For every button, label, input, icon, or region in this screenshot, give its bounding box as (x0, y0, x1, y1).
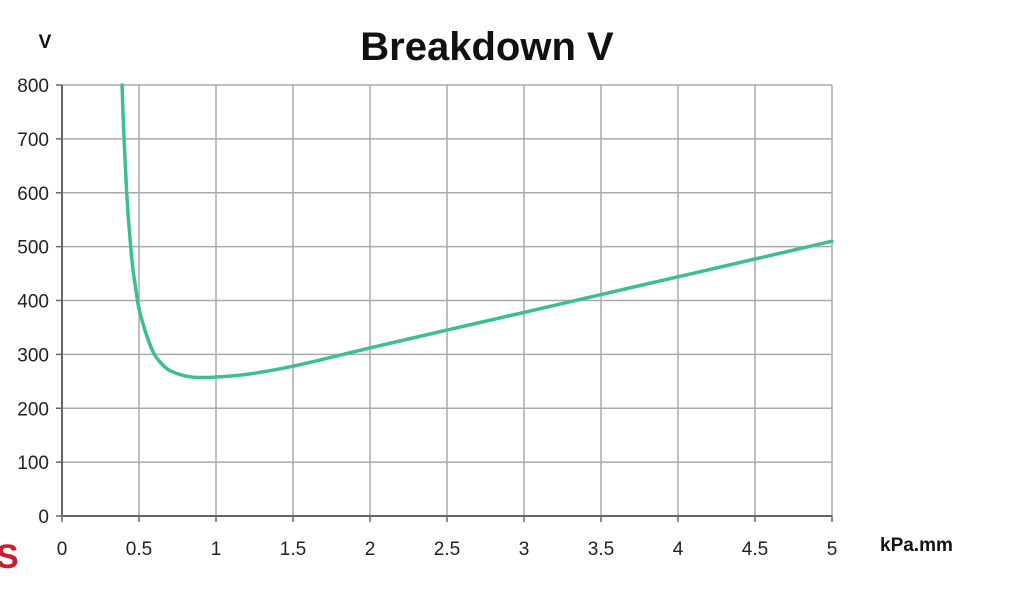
axes (56, 84, 833, 522)
y-tick-label: 700 (17, 130, 49, 151)
x-tick-label: 2.5 (434, 539, 460, 560)
y-tick-labels: 0 100 200 300 400 500 600 700 800 (17, 76, 49, 528)
x-tick-label: 1 (211, 539, 222, 560)
x-tick-label: 0.5 (126, 539, 152, 560)
y-tick-label: 200 (17, 399, 49, 420)
series-layer (120, 83, 834, 380)
chart-title: Breakdown V (360, 25, 614, 69)
x-tick-label: 3.5 (588, 539, 614, 560)
grid-lines (61, 84, 833, 517)
x-tick-label: 0 (57, 539, 68, 560)
x-tick-label: 1.5 (280, 539, 306, 560)
x-tick-label: 3 (519, 539, 530, 560)
y-tick-label: 0 (38, 507, 49, 528)
y-tick-label: 500 (17, 238, 49, 259)
y-tick-label: 400 (17, 292, 49, 313)
x-tick-label: 2 (365, 539, 376, 560)
series-line (120, 83, 834, 380)
y-axis-label: V (39, 32, 52, 53)
x-tick-label: 5 (827, 539, 838, 560)
x-tick-label: 4.5 (742, 539, 768, 560)
logo-fragment: S (0, 538, 19, 576)
y-tick-label: 300 (17, 345, 49, 366)
x-axis-label: kPa.mm (880, 535, 953, 556)
y-tick-label: 800 (17, 76, 49, 97)
y-tick-label: 600 (17, 184, 49, 205)
y-tick-label: 100 (17, 453, 49, 474)
x-tick-labels: 0 0.5 1 1.5 2 2.5 3 3.5 4 4.5 5 (57, 539, 838, 560)
x-tick-label: 4 (673, 539, 684, 560)
